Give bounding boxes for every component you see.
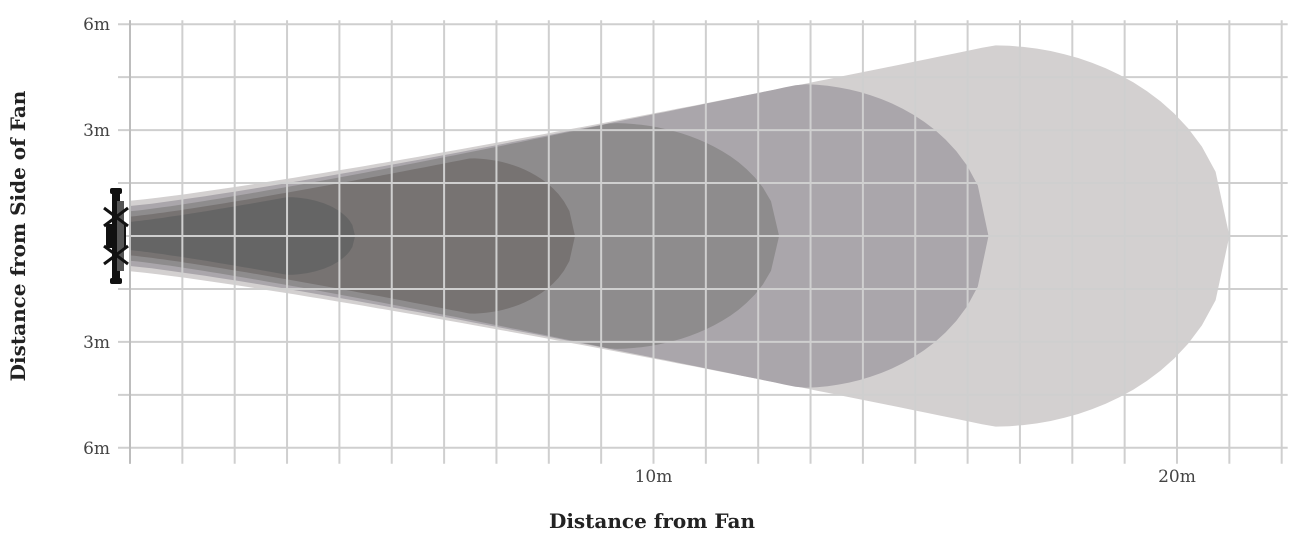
x-tick-label: 20m bbox=[1158, 467, 1196, 487]
x-axis-title: Distance from Fan bbox=[549, 509, 755, 533]
y-tick-label: 3m bbox=[83, 333, 110, 353]
fan-cap-top bbox=[110, 188, 122, 194]
fan-cap-bottom bbox=[110, 278, 122, 284]
tick-labels: 10m 20m 6m 3m 3m 6m bbox=[83, 15, 1196, 487]
y-tick-label: 3m bbox=[83, 121, 110, 141]
fan-frame bbox=[103, 206, 129, 266]
fan-hub bbox=[117, 201, 124, 271]
y-tick-label: 6m bbox=[83, 15, 110, 35]
x-tick-label: 10m bbox=[635, 467, 673, 487]
y-tick-label: 6m bbox=[83, 439, 110, 459]
y-axis-title: Distance from Side of Fan bbox=[6, 90, 30, 381]
grid-lines bbox=[118, 20, 1288, 464]
ceiling-fan-side-view-icon bbox=[103, 188, 129, 284]
